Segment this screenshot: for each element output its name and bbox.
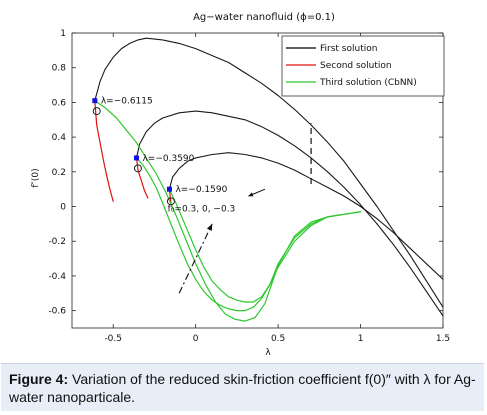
critical-point-label-2: λ=−0.3590 [142,154,194,164]
first-solution-line-2 [135,110,444,317]
y-axis-label: f″(0) [31,168,41,187]
legend-entry-2: Second solution [320,61,392,71]
critical-point-3 [166,186,172,192]
circle-marker-1 [92,107,101,116]
chart: Ag−water nanofluid (ϕ=0.1) λ=−0.6115λ=−0… [31,12,450,358]
circle-marker-2 [133,164,142,173]
legend-entry-3: Third solution (CbNN) [319,78,417,88]
axes: -0.5 0 0.5 1 1.5 -0.6 -0.4 -0.2 0 0.2 0.4 0.6 0.8 1 [48,29,450,344]
first-solution-line-1 [94,37,444,308]
y-tick-label: 0.6 [52,98,67,108]
second-solution-line-5 [135,157,149,199]
chart-title: Ag−water nanofluid (ϕ=0.1) [193,12,335,23]
first-solution-line-3 [168,152,444,280]
second-solution-line-4 [94,100,114,202]
third-solution-line-9 [168,188,362,303]
critical-point-label-3: λ=−0.1590 [175,185,227,195]
legend-box [281,35,445,97]
critical-point-label-1: λ=−0.6115 [101,97,153,107]
x-tick-label: 0.5 [271,334,285,344]
legend-entry-1: First solution [320,44,377,54]
circle-marker-3 [166,197,175,206]
figure-caption: Figure 4: Variation of the reduced skin-… [1,363,484,411]
critical-point-2 [133,155,139,161]
x-axis-label: λ [265,348,271,358]
dashdot-arrow-line [178,223,213,294]
x-tick-label: -0.5 [104,334,122,344]
x-tick-label: 1.5 [436,334,450,344]
caption-text: Variation of the reduced skin-friction c… [9,371,476,405]
third-solution-line-8 [135,157,362,312]
third-solution-line-7 [94,100,362,322]
legend: First solution Second solution Third solut… [281,35,445,97]
y-tick-label: 0.2 [52,168,66,178]
y-tick-label: 0.4 [52,133,67,143]
dashdot-arrow-head [206,223,213,231]
y-tick-label: -0.6 [48,307,66,317]
suction-parameter-label: f₀=0.3, 0, −0.3 [168,204,236,214]
y-tick-label: 0 [60,203,66,213]
small-arrow-head [248,192,254,197]
x-tick-label: 1 [358,334,364,344]
y-tick-label: 1 [60,29,66,39]
y-tick-label: 0.8 [52,64,67,74]
caption-label: Figure 4: [9,371,69,387]
y-tick-label: -0.2 [48,237,66,247]
critical-point-1 [92,98,98,104]
axes-frame [71,32,444,329]
x-tick-label: 0 [193,334,199,344]
y-tick-label: -0.4 [48,272,66,282]
plot-area: λ=−0.6115 λ=−0.3590 λ=−0.1590 f₀=0.3, 0, −0… [92,37,444,322]
